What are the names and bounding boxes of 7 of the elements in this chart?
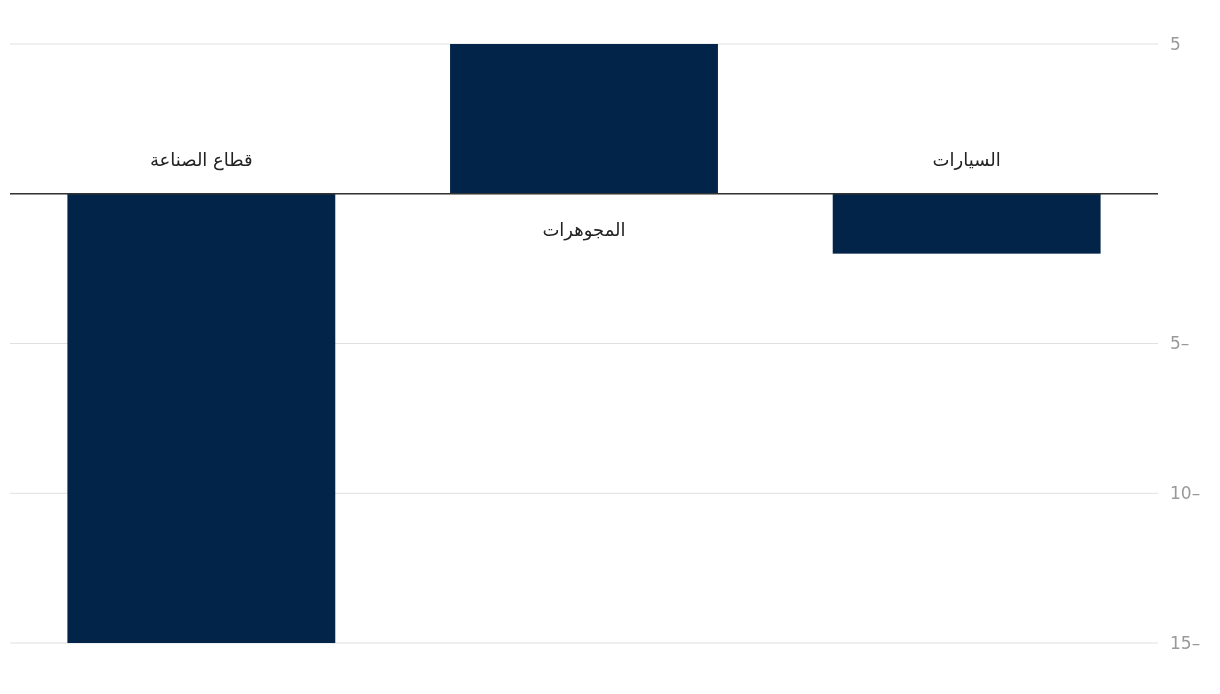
- y-tick-label: 5: [1170, 33, 1181, 54]
- y-tick-label: 5–: [1170, 333, 1190, 354]
- y-tick-label: 10–: [1170, 483, 1201, 504]
- x-tick-label: المجوهرات: [542, 219, 626, 242]
- y-tick-label: 15–: [1170, 632, 1201, 653]
- x-tick-label: قطاع الصناعة: [149, 149, 253, 172]
- x-tick-label: السيارات: [932, 149, 1001, 171]
